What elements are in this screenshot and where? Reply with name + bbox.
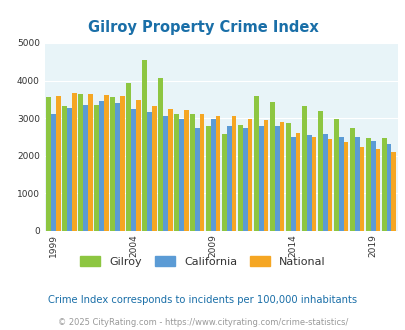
- Bar: [62, 107, 67, 231]
- Bar: [285, 123, 290, 231]
- Bar: [87, 94, 92, 231]
- Bar: [147, 113, 151, 231]
- Bar: [279, 122, 283, 231]
- Bar: [343, 142, 347, 231]
- Bar: [263, 120, 268, 231]
- Text: Gilroy Property Crime Index: Gilroy Property Crime Index: [87, 20, 318, 35]
- Bar: [349, 128, 354, 231]
- Bar: [258, 126, 263, 231]
- Bar: [56, 96, 60, 231]
- Bar: [375, 148, 379, 231]
- Bar: [67, 108, 72, 231]
- Bar: [135, 100, 140, 231]
- Bar: [231, 116, 236, 231]
- Bar: [295, 133, 300, 231]
- Bar: [179, 119, 183, 231]
- Legend: Gilroy, California, National: Gilroy, California, National: [80, 256, 325, 267]
- Bar: [131, 110, 135, 231]
- Bar: [237, 124, 242, 231]
- Bar: [317, 111, 322, 231]
- Bar: [333, 119, 338, 231]
- Bar: [274, 126, 279, 231]
- Bar: [226, 126, 231, 231]
- Bar: [306, 135, 311, 231]
- Bar: [162, 116, 167, 231]
- Bar: [381, 139, 386, 231]
- Bar: [142, 60, 147, 231]
- Bar: [269, 102, 274, 231]
- Bar: [247, 119, 252, 231]
- Bar: [151, 107, 156, 231]
- Bar: [115, 103, 119, 231]
- Bar: [174, 115, 179, 231]
- Bar: [390, 152, 395, 231]
- Bar: [104, 95, 108, 231]
- Bar: [242, 128, 247, 231]
- Bar: [254, 96, 258, 231]
- Bar: [386, 144, 390, 231]
- Bar: [194, 128, 199, 231]
- Bar: [158, 78, 162, 231]
- Bar: [370, 141, 375, 231]
- Bar: [215, 116, 220, 231]
- Bar: [338, 137, 343, 231]
- Bar: [83, 105, 87, 231]
- Bar: [46, 97, 51, 231]
- Bar: [110, 97, 115, 231]
- Bar: [206, 126, 210, 231]
- Bar: [311, 137, 315, 231]
- Bar: [167, 109, 172, 231]
- Bar: [126, 83, 131, 231]
- Bar: [359, 147, 363, 231]
- Bar: [301, 107, 306, 231]
- Text: © 2025 CityRating.com - https://www.cityrating.com/crime-statistics/: © 2025 CityRating.com - https://www.city…: [58, 318, 347, 327]
- Bar: [119, 96, 124, 231]
- Bar: [354, 137, 359, 231]
- Text: Crime Index corresponds to incidents per 100,000 inhabitants: Crime Index corresponds to incidents per…: [48, 295, 357, 305]
- Bar: [51, 115, 56, 231]
- Bar: [210, 119, 215, 231]
- Bar: [72, 93, 77, 231]
- Bar: [322, 134, 327, 231]
- Bar: [190, 115, 194, 231]
- Bar: [183, 110, 188, 231]
- Bar: [94, 105, 99, 231]
- Bar: [290, 137, 295, 231]
- Bar: [78, 94, 83, 231]
- Bar: [99, 101, 104, 231]
- Bar: [365, 138, 370, 231]
- Bar: [222, 134, 226, 231]
- Bar: [199, 115, 204, 231]
- Bar: [327, 139, 332, 231]
